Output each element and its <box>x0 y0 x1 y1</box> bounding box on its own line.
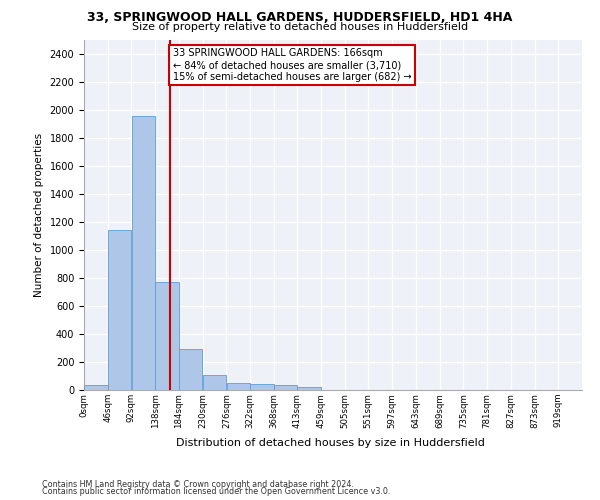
Bar <box>203 376 226 390</box>
Text: 33 SPRINGWOOD HALL GARDENS: 166sqm
← 84% of detached houses are smaller (3,710)
: 33 SPRINGWOOD HALL GARDENS: 166sqm ← 84%… <box>173 48 412 82</box>
Bar <box>298 387 320 390</box>
Text: Contains public sector information licensed under the Open Government Licence v3: Contains public sector information licen… <box>42 487 391 496</box>
Text: Distribution of detached houses by size in Huddersfield: Distribution of detached houses by size … <box>176 438 484 448</box>
Text: Contains HM Land Registry data © Crown copyright and database right 2024.: Contains HM Land Registry data © Crown c… <box>42 480 354 489</box>
Bar <box>108 230 131 390</box>
Bar <box>227 384 250 390</box>
Text: Size of property relative to detached houses in Huddersfield: Size of property relative to detached ho… <box>132 22 468 32</box>
Bar <box>179 348 202 390</box>
Y-axis label: Number of detached properties: Number of detached properties <box>34 133 44 297</box>
Bar <box>132 116 155 390</box>
Bar <box>84 385 107 390</box>
Text: 33, SPRINGWOOD HALL GARDENS, HUDDERSFIELD, HD1 4HA: 33, SPRINGWOOD HALL GARDENS, HUDDERSFIEL… <box>88 11 512 24</box>
Bar <box>155 282 179 390</box>
Bar <box>250 384 274 390</box>
Bar <box>274 385 298 390</box>
